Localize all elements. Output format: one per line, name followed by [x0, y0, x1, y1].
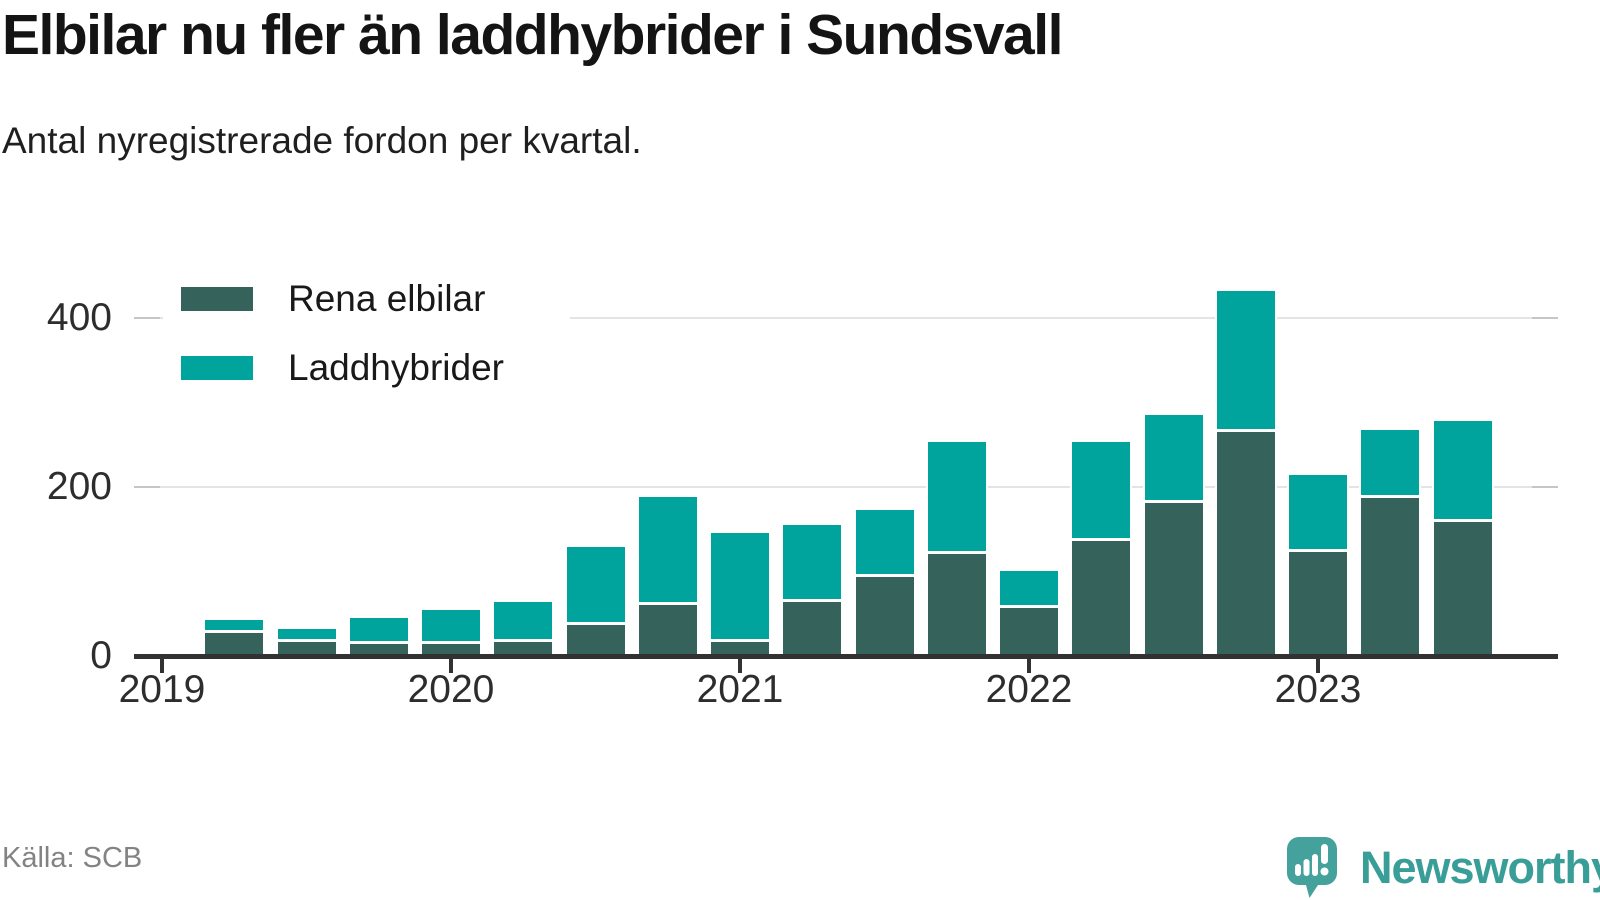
bar-segment-rena-elbilar: [1433, 521, 1492, 656]
x-axis-tick-2019: [160, 657, 164, 673]
bar-segment-rena-elbilar: [1000, 607, 1058, 656]
newsworthy-icon: [1287, 837, 1337, 898]
bar-segment-laddhybrider: [1072, 442, 1131, 539]
legend-label-elbilar: Rena elbilar: [288, 278, 486, 319]
x-axis-label-2019: 2019: [118, 668, 206, 711]
legend: Rena elbilar Laddhybrider: [163, 268, 570, 400]
bar-segment-rena-elbilar: [1289, 552, 1347, 656]
bar-segment-rena-elbilar: [422, 644, 480, 656]
legend-swatch-laddhybrider: [181, 355, 253, 380]
bar-2019-K3: [277, 628, 336, 656]
bar-segment-laddhybrider: [277, 628, 336, 639]
bar-segment-laddhybrider: [855, 509, 914, 574]
bar-segment-rena-elbilar: [566, 624, 625, 656]
bar-2020-K4: [638, 497, 697, 656]
chart-subtitle: Antal nyregistrerade fordon per kvartal.: [2, 120, 642, 161]
bar-2022-K1: [1000, 570, 1058, 656]
bar-segment-laddhybrider: [1216, 290, 1275, 430]
bar-segment-laddhybrider: [1144, 415, 1203, 501]
x-axis-label-2020: 2020: [407, 668, 495, 711]
bar-segment-laddhybrider: [205, 619, 264, 631]
x-axis-tick-2021: [738, 657, 742, 673]
legend-swatch-elbilar: [181, 286, 253, 311]
grid-tick: [134, 486, 160, 488]
gridline-400: [134, 317, 1558, 319]
bar-2023-K1: [1289, 475, 1347, 656]
bar-2020-K2: [494, 601, 553, 656]
bar-2022-K4: [1216, 290, 1275, 656]
bar-segment-rena-elbilar: [349, 644, 408, 656]
y-axis-label-400: 400: [46, 296, 112, 339]
legend-label-laddhybrider: Laddhybrider: [288, 347, 504, 388]
bar-2022-K3: [1144, 415, 1203, 656]
bar-segment-laddhybrider: [638, 497, 697, 603]
bar-segment-rena-elbilar: [638, 605, 697, 656]
bar-segment-rena-elbilar: [927, 553, 986, 656]
bar-2019-K2: [205, 619, 264, 656]
legend-item-rena-elbilar: Rena elbilar: [181, 280, 504, 317]
legend-item-laddhybrider: Laddhybrider: [181, 349, 504, 386]
bar-segment-rena-elbilar: [1072, 541, 1131, 656]
bar-segment-rena-elbilar: [1216, 432, 1275, 656]
brand-logo: Newsworthy: [1286, 836, 1600, 900]
x-axis-tick-2022: [1027, 657, 1031, 673]
bar-2021-K1: [711, 532, 769, 656]
x-axis-line: [134, 654, 1558, 659]
bar-segment-rena-elbilar: [711, 641, 769, 656]
x-axis-tick-2020: [449, 657, 453, 673]
bar-segment-laddhybrider: [1000, 570, 1058, 605]
bar-segment-rena-elbilar: [494, 642, 553, 656]
bar-2020-K3: [566, 546, 625, 656]
bar-2021-K2: [783, 525, 842, 656]
y-axis-label-0: 0: [90, 634, 112, 677]
grid-tick: [1532, 317, 1558, 319]
bar-2021-K3: [855, 509, 914, 656]
bar-2023-K3: [1433, 421, 1492, 656]
grid-tick: [1532, 486, 1558, 488]
bar-segment-rena-elbilar: [1144, 503, 1203, 656]
bar-2022-K2: [1072, 442, 1131, 656]
bar-2020-K1: [422, 610, 480, 656]
bar-segment-rena-elbilar: [783, 601, 842, 656]
bar-segment-rena-elbilar: [277, 641, 336, 656]
bar-segment-laddhybrider: [1361, 430, 1420, 495]
y-axis-label-200: 200: [46, 465, 112, 508]
bar-segment-laddhybrider: [783, 525, 842, 599]
bar-segment-laddhybrider: [494, 601, 553, 640]
bar-segment-laddhybrider: [927, 442, 986, 551]
bar-segment-laddhybrider: [422, 610, 480, 642]
bar-2023-K2: [1361, 430, 1420, 656]
x-axis-tick-2023: [1316, 657, 1320, 673]
bar-segment-laddhybrider: [1433, 421, 1492, 519]
x-axis-label-2022: 2022: [985, 668, 1073, 711]
x-axis-label-2021: 2021: [696, 668, 784, 711]
brand-name: Newsworthy: [1360, 842, 1600, 893]
bar-segment-rena-elbilar: [1361, 497, 1420, 656]
bar-2021-K4: [927, 442, 986, 656]
bar-segment-rena-elbilar: [855, 576, 914, 656]
bar-2019-K4: [349, 617, 408, 656]
bar-segment-rena-elbilar: [205, 633, 264, 656]
bar-segment-laddhybrider: [566, 546, 625, 622]
source-note: Källa: SCB: [2, 842, 143, 874]
x-axis-label-2023: 2023: [1274, 668, 1362, 711]
bar-segment-laddhybrider: [711, 532, 769, 639]
gridline-200: [134, 486, 1558, 488]
bar-segment-laddhybrider: [349, 617, 408, 642]
grid-tick: [134, 317, 160, 319]
bar-segment-laddhybrider: [1289, 475, 1347, 550]
chart-title: Elbilar nu fler än laddhybrider i Sundsv…: [2, 3, 1063, 67]
